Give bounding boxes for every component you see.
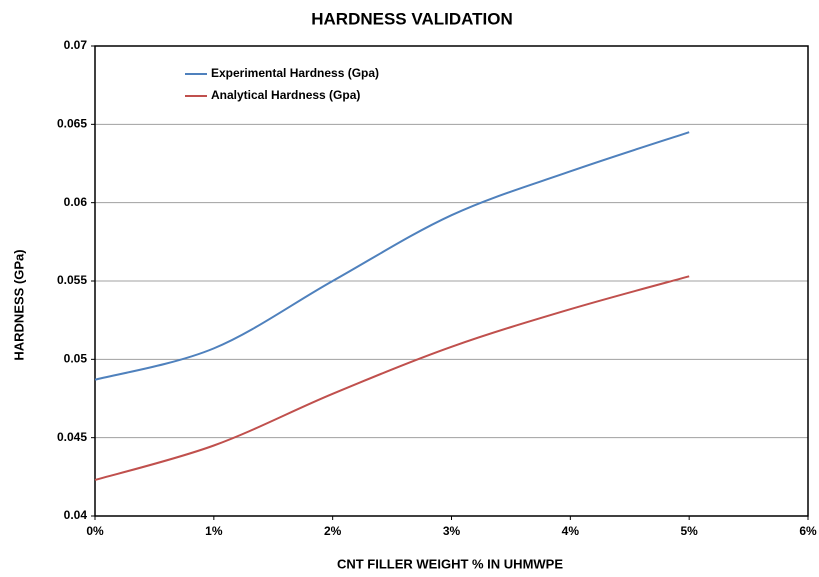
y-tick-label: 0.055 [57,273,87,287]
y-axis-title: HARDNESS (GPa) [11,249,26,360]
x-tick-label: 3% [443,524,461,538]
y-tick-label: 0.045 [57,430,87,444]
x-tick-label: 1% [205,524,223,538]
y-tick-label: 0.065 [57,117,87,131]
y-tick-label: 0.06 [64,195,88,209]
x-axis-title: CNT FILLER WEIGHT % IN UHMWPE [337,556,563,571]
x-tick-label: 5% [680,524,698,538]
y-tick-label: 0.07 [64,38,88,52]
series-line [94,131,690,381]
plot-border [94,45,809,517]
series-line [94,275,690,481]
chart-title: HARDNESS VALIDATION [311,9,513,28]
x-tick-label: 2% [324,524,342,538]
legend-label: Analytical Hardness (Gpa) [211,88,360,102]
y-tick-label: 0.05 [64,352,88,366]
x-tick-label: 6% [799,524,817,538]
legend-label: Experimental Hardness (Gpa) [211,66,379,80]
y-tick-label: 0.04 [64,508,88,522]
x-tick-label: 0% [86,524,104,538]
x-tick-label: 4% [562,524,580,538]
